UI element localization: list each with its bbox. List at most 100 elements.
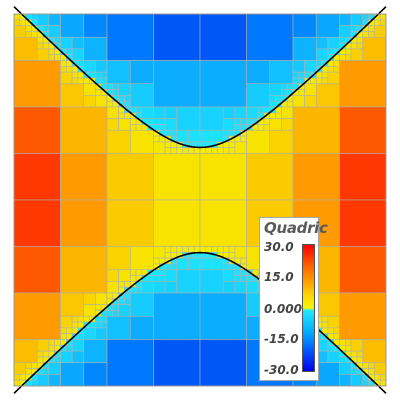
mesh-cell <box>350 350 358 358</box>
mesh-cell <box>368 362 375 369</box>
mesh-cell <box>234 118 241 125</box>
mesh-cell <box>60 327 67 334</box>
mesh-cell <box>240 269 247 276</box>
mesh-cell <box>48 25 61 38</box>
mesh-cell <box>333 333 340 340</box>
mesh-cell <box>339 60 387 108</box>
mesh-cell <box>164 263 172 271</box>
mesh-cell <box>240 118 247 125</box>
mesh-cell <box>106 199 154 247</box>
mesh-cell <box>129 118 137 125</box>
mesh-cell <box>240 135 247 143</box>
mesh-cell <box>60 153 108 201</box>
mesh-cell <box>153 281 166 294</box>
mesh-cell <box>188 129 201 143</box>
mesh-cell <box>263 118 271 125</box>
mesh-cell <box>269 129 294 154</box>
mesh-cell <box>129 275 137 282</box>
mesh-cell <box>153 135 160 143</box>
mesh-cell <box>129 60 154 85</box>
mesh-cell <box>95 95 108 108</box>
mesh-cell <box>228 147 236 154</box>
mesh-cell <box>339 36 346 44</box>
mesh-cell <box>147 118 154 125</box>
mesh-cell <box>228 129 236 137</box>
mesh-cell <box>71 350 85 364</box>
mesh-cell <box>182 246 189 253</box>
mesh-cell <box>129 315 154 340</box>
mesh-cell <box>199 153 247 201</box>
mesh-cell <box>36 36 44 44</box>
legend-title: Quadric <box>264 219 328 237</box>
mesh-cell <box>118 95 125 102</box>
mesh-cell <box>124 298 131 305</box>
mesh-cell <box>188 147 195 154</box>
mesh-cell <box>246 129 271 154</box>
mesh-cell <box>199 106 224 131</box>
mesh-cell <box>106 339 154 387</box>
mesh-cell <box>339 25 352 38</box>
mesh-cell <box>60 199 108 247</box>
mesh-cell <box>199 147 207 154</box>
mesh-cell <box>199 246 207 253</box>
mesh-cell <box>159 118 166 125</box>
mesh-cell <box>112 83 119 90</box>
mesh-cell <box>333 60 340 67</box>
mesh-cell <box>48 374 61 387</box>
mesh-cell <box>129 246 154 271</box>
mesh-cell <box>333 327 340 334</box>
mesh-cell <box>199 199 247 247</box>
mesh-cell <box>222 147 230 154</box>
mesh-cell <box>42 25 50 32</box>
mesh-cell <box>159 124 166 131</box>
mesh-cell <box>327 71 340 85</box>
mesh-cell <box>281 83 288 90</box>
mesh-cell <box>147 275 154 282</box>
mesh-cell <box>298 89 305 96</box>
mesh-cell <box>13 153 61 201</box>
mesh-cell <box>362 379 369 387</box>
mesh-cell <box>246 60 271 85</box>
mesh-cell <box>83 60 96 73</box>
mesh-cell <box>205 147 212 154</box>
mesh-cell <box>234 141 247 154</box>
mesh-cell <box>164 106 178 119</box>
mesh-cell <box>292 13 317 38</box>
mesh-cell <box>106 292 114 300</box>
mesh-cell <box>83 83 96 96</box>
mesh-cell <box>124 281 131 288</box>
mesh-cell <box>345 54 352 61</box>
mesh-cell <box>222 129 230 137</box>
mesh-cell <box>327 66 334 73</box>
mesh-cell <box>71 339 85 352</box>
mesh-cell <box>71 36 85 50</box>
legend-tick-upper: 15.0 <box>264 270 294 284</box>
mesh-cell <box>129 124 137 131</box>
mesh-cell <box>339 362 352 375</box>
mesh-cell <box>31 13 38 21</box>
mesh-cell <box>13 36 38 61</box>
mesh-cell <box>234 281 247 294</box>
mesh-cell <box>153 13 201 61</box>
mesh-cell <box>339 374 352 387</box>
mesh-cell <box>269 95 276 102</box>
mesh-cell <box>246 275 253 282</box>
mesh-cell <box>129 269 137 276</box>
mesh-cell <box>42 368 50 375</box>
mesh-cell <box>315 36 329 50</box>
zero-contour-lower <box>13 251 387 394</box>
mesh-cell <box>106 129 131 154</box>
mesh-cell <box>60 66 67 73</box>
mesh-cell <box>275 95 282 102</box>
mesh-cell <box>199 60 247 108</box>
mesh-cell <box>13 246 61 294</box>
mesh-cell <box>315 60 323 67</box>
mesh-cell <box>71 315 79 323</box>
mesh-cell <box>60 246 108 294</box>
mesh-cell <box>356 356 364 364</box>
mesh-cell <box>315 77 323 85</box>
mesh-cell <box>48 48 55 55</box>
mesh-cell <box>118 118 131 131</box>
mesh-cell <box>269 60 294 85</box>
mesh-cell <box>60 13 85 38</box>
